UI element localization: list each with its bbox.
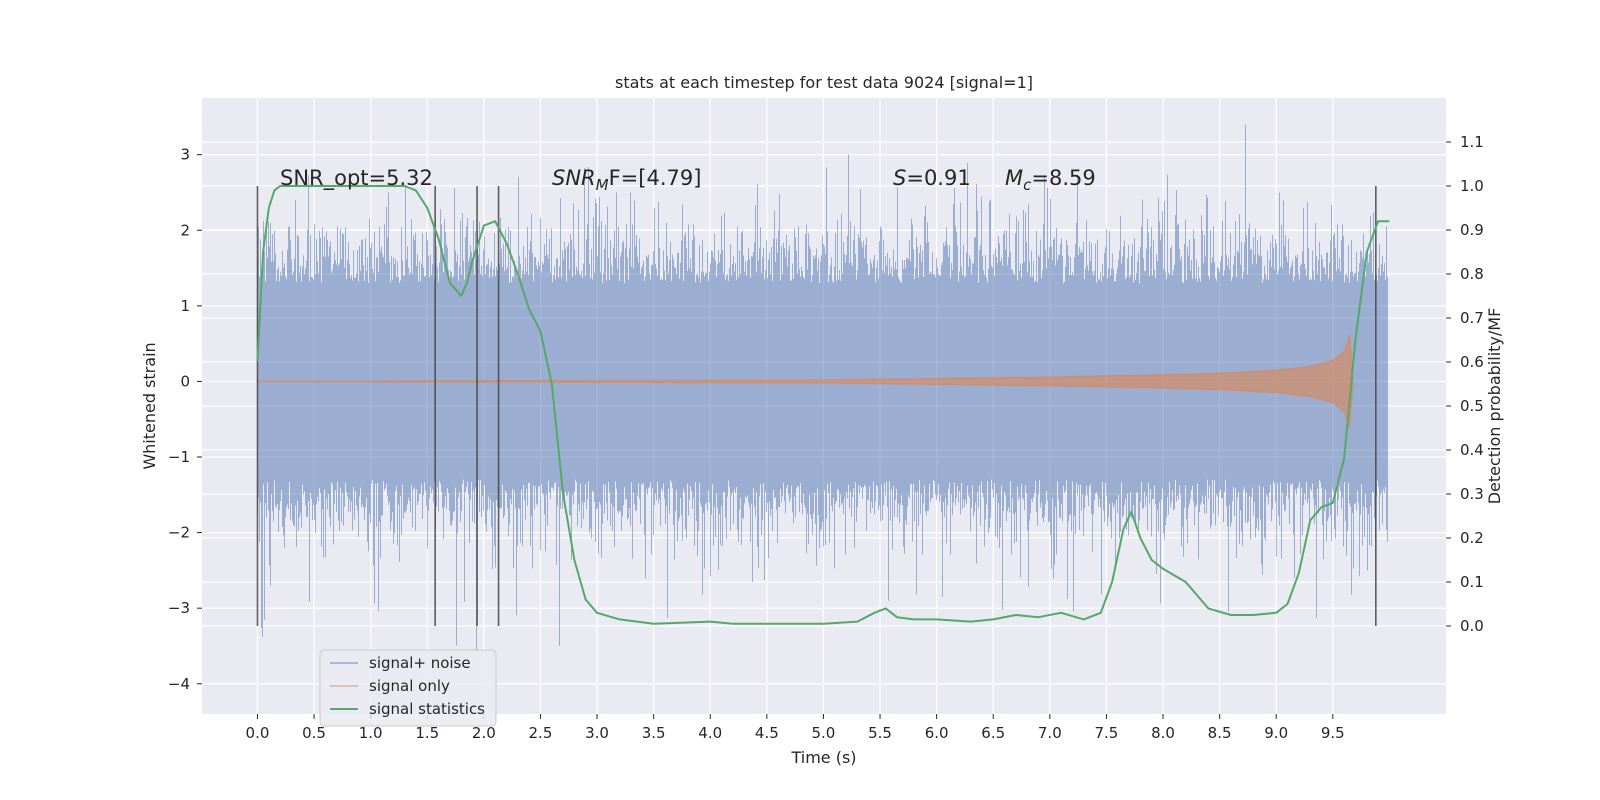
x-tick-label: 0.5 — [302, 724, 326, 742]
y2-tick-label: 0.0 — [1460, 617, 1484, 635]
y2-tick-label: 0.6 — [1460, 353, 1484, 371]
y2-tick-label: 0.1 — [1460, 573, 1484, 591]
y-tick-label: −1 — [168, 448, 190, 466]
vertical-markers — [256, 186, 1377, 626]
y-tick-label: −4 — [168, 675, 190, 693]
legend-label-signal: signal only — [369, 677, 450, 695]
x-tick-label: 0.0 — [246, 724, 270, 742]
x-tick-label: 9.0 — [1264, 724, 1288, 742]
x-tick-label: 2.5 — [529, 724, 553, 742]
y-tick-label: 1 — [180, 297, 190, 315]
annotation-mc: Mc=8.59 — [1005, 166, 1096, 194]
x-tick-label: 6.0 — [925, 724, 949, 742]
y-tick-label: 2 — [180, 221, 190, 239]
y2-axis-label: Detection probability/MF — [1485, 308, 1504, 505]
legend: signal+ noise signal only signal statist… — [319, 649, 497, 727]
x-tick-label: 5.5 — [868, 724, 892, 742]
x-tick-label: 3.5 — [642, 724, 666, 742]
y2-tick-label: 1.1 — [1460, 133, 1484, 151]
x-tick-label: 2.0 — [472, 724, 496, 742]
signal-statistics-line — [256, 185, 1390, 625]
x-tick-label: 7.0 — [1038, 724, 1062, 742]
x-tick-label: 8.0 — [1151, 724, 1175, 742]
legend-label-statistics: signal statistics — [369, 700, 485, 718]
signal-statistics-series — [256, 185, 1390, 625]
legend-box — [319, 649, 497, 727]
x-tick-label: 4.5 — [755, 724, 779, 742]
annotation-s: S=0.91 — [893, 166, 971, 190]
x-tick-label: 8.5 — [1208, 724, 1232, 742]
y2-tick-label: 1.0 — [1460, 177, 1484, 195]
annotation-snr-opt: SNR_opt=5.32 — [280, 166, 433, 191]
y-tick-label: 3 — [180, 146, 190, 164]
x-tick-label: 1.5 — [415, 724, 439, 742]
chart-title: stats at each timestep for test data 902… — [615, 73, 1033, 92]
y2-tick-label: 0.9 — [1460, 221, 1484, 239]
y2-tick-label: 0.4 — [1460, 441, 1484, 459]
y-axis-label: Whitened strain — [140, 342, 159, 469]
legend-label-noise: signal+ noise — [369, 654, 471, 672]
x-tick-label: 4.0 — [698, 724, 722, 742]
annotation-snr-mf: SNRMF=[4.79] — [552, 166, 701, 194]
y-tick-label: −3 — [168, 599, 190, 617]
x-axis-label: Time (s) — [790, 748, 856, 767]
y2-tick-label: 0.2 — [1460, 529, 1484, 547]
x-tick-label: 9.5 — [1321, 724, 1345, 742]
y2-tick-label: 0.7 — [1460, 309, 1484, 327]
x-tick-label: 7.5 — [1094, 724, 1118, 742]
y2-tick-label: 0.8 — [1460, 265, 1484, 283]
y-tick-label: 0 — [180, 372, 190, 390]
y2-tick-label: 0.3 — [1460, 485, 1484, 503]
x-tick-label: 3.0 — [585, 724, 609, 742]
y-tick-label: −2 — [168, 524, 190, 542]
tick-marks: 0.0 0.5 1.0 1.5 2.0 2.5 3.0 3.5 4.0 4.5 5.0 5.5 6.0 6… — [168, 133, 1484, 742]
signal-only-series — [257, 334, 1354, 429]
y2-tick-label: 0.5 — [1460, 397, 1484, 415]
x-tick-label: 6.5 — [981, 724, 1005, 742]
x-tick-label: 1.0 — [359, 724, 383, 742]
signal-only-trace — [257, 334, 1354, 429]
x-tick-label: 5.0 — [812, 724, 836, 742]
